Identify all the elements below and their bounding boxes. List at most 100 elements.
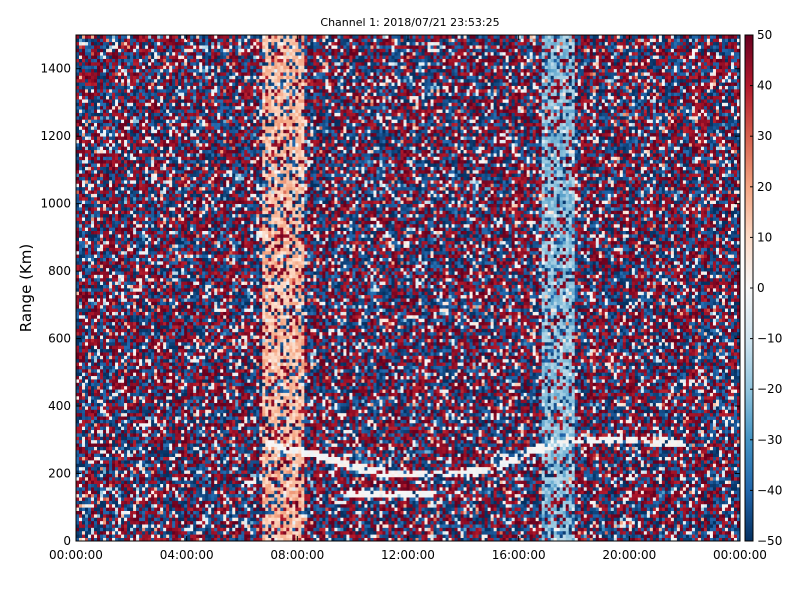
heatmap-cell bbox=[91, 140, 94, 144]
heatmap-cell bbox=[136, 75, 139, 79]
heatmap-cell bbox=[142, 369, 145, 373]
heatmap-cell bbox=[139, 305, 142, 309]
heatmap-cell bbox=[133, 109, 136, 113]
heatmap-cell bbox=[139, 322, 142, 326]
heatmap-cell bbox=[163, 534, 166, 538]
heatmap-cell bbox=[130, 440, 133, 444]
heatmap-cell bbox=[148, 264, 151, 268]
heatmap-cell bbox=[118, 271, 121, 275]
heatmap-cell bbox=[139, 75, 142, 79]
heatmap-cell bbox=[160, 200, 163, 204]
heatmap-cell bbox=[121, 460, 124, 464]
heatmap-cell bbox=[169, 35, 172, 39]
heatmap-cell bbox=[118, 285, 121, 289]
heatmap-cell bbox=[109, 487, 112, 491]
heatmap-cell bbox=[160, 366, 163, 370]
heatmap-cell bbox=[175, 501, 178, 505]
heatmap-cell bbox=[172, 96, 175, 100]
heatmap-cell bbox=[97, 204, 100, 208]
heatmap-cell bbox=[106, 45, 109, 49]
heatmap-cell bbox=[166, 204, 169, 208]
heatmap-cell bbox=[166, 305, 169, 309]
heatmap-cell bbox=[97, 514, 100, 518]
heatmap-cell bbox=[112, 264, 115, 268]
heatmap-cell bbox=[97, 342, 100, 346]
heatmap-cell bbox=[85, 55, 88, 59]
heatmap-cell bbox=[139, 528, 142, 532]
heatmap-cell bbox=[85, 35, 88, 39]
heatmap-cell bbox=[88, 204, 91, 208]
heatmap-cell bbox=[124, 298, 127, 302]
heatmap-cell bbox=[79, 433, 82, 437]
heatmap-cell bbox=[139, 369, 142, 373]
heatmap-cell bbox=[151, 106, 154, 110]
heatmap-cell bbox=[109, 150, 112, 154]
heatmap-cell bbox=[88, 150, 91, 154]
heatmap-cell bbox=[154, 133, 157, 137]
heatmap-cell bbox=[169, 92, 172, 96]
heatmap-cell bbox=[154, 268, 157, 272]
heatmap-cell bbox=[133, 89, 136, 93]
heatmap-cell bbox=[172, 35, 175, 39]
heatmap-cell bbox=[139, 328, 142, 332]
heatmap-cell bbox=[124, 426, 127, 430]
heatmap-cell bbox=[136, 366, 139, 370]
heatmap-cell bbox=[136, 146, 139, 150]
heatmap-cell bbox=[127, 487, 130, 491]
heatmap-cell bbox=[154, 170, 157, 174]
heatmap-cell bbox=[142, 305, 145, 309]
heatmap-cell bbox=[133, 278, 136, 282]
heatmap-cell bbox=[136, 143, 139, 147]
heatmap-cell bbox=[160, 106, 163, 110]
heatmap-cell bbox=[136, 403, 139, 407]
heatmap-cell bbox=[136, 372, 139, 376]
heatmap-cell bbox=[169, 521, 172, 525]
heatmap-cell bbox=[163, 237, 166, 241]
heatmap-cell bbox=[148, 372, 151, 376]
heatmap-cell bbox=[85, 254, 88, 258]
heatmap-cell bbox=[100, 281, 103, 285]
heatmap-cell bbox=[151, 480, 154, 484]
heatmap-cell bbox=[133, 308, 136, 312]
heatmap-cell bbox=[79, 497, 82, 501]
heatmap-cell bbox=[121, 480, 124, 484]
heatmap-cell bbox=[166, 264, 169, 268]
heatmap-cell bbox=[160, 433, 163, 437]
heatmap-cell bbox=[82, 123, 85, 127]
heatmap-cell bbox=[136, 237, 139, 241]
heatmap-cell bbox=[88, 156, 91, 160]
heatmap-cell bbox=[148, 480, 151, 484]
heatmap-cell bbox=[82, 298, 85, 302]
heatmap-cell bbox=[148, 511, 151, 515]
heatmap-cell bbox=[79, 366, 82, 370]
heatmap-cell bbox=[94, 38, 97, 42]
heatmap-cell bbox=[136, 214, 139, 218]
heatmap-cell bbox=[94, 234, 97, 238]
heatmap-cell bbox=[157, 197, 160, 201]
heatmap-cell bbox=[109, 335, 112, 339]
heatmap-cell bbox=[157, 433, 160, 437]
heatmap-cell bbox=[124, 82, 127, 86]
heatmap-cell bbox=[163, 339, 166, 343]
heatmap-cell bbox=[145, 254, 148, 258]
heatmap-cell bbox=[124, 281, 127, 285]
heatmap-cell bbox=[91, 207, 94, 211]
heatmap-cell bbox=[100, 494, 103, 498]
heatmap-cell bbox=[139, 271, 142, 275]
heatmap-cell bbox=[163, 369, 166, 373]
heatmap-cell bbox=[121, 413, 124, 417]
heatmap-cell bbox=[142, 480, 145, 484]
heatmap-cell bbox=[172, 420, 175, 424]
heatmap-cell bbox=[172, 62, 175, 66]
heatmap-cell bbox=[94, 443, 97, 447]
heatmap-cell bbox=[94, 288, 97, 292]
heatmap-cell bbox=[115, 487, 118, 491]
heatmap-cell bbox=[172, 251, 175, 255]
heatmap-cell bbox=[82, 170, 85, 174]
heatmap-cell bbox=[166, 298, 169, 302]
heatmap-cell bbox=[115, 244, 118, 248]
heatmap-cell bbox=[106, 501, 109, 505]
heatmap-cell bbox=[115, 221, 118, 225]
heatmap-cell bbox=[160, 305, 163, 309]
heatmap-cell bbox=[82, 457, 85, 461]
